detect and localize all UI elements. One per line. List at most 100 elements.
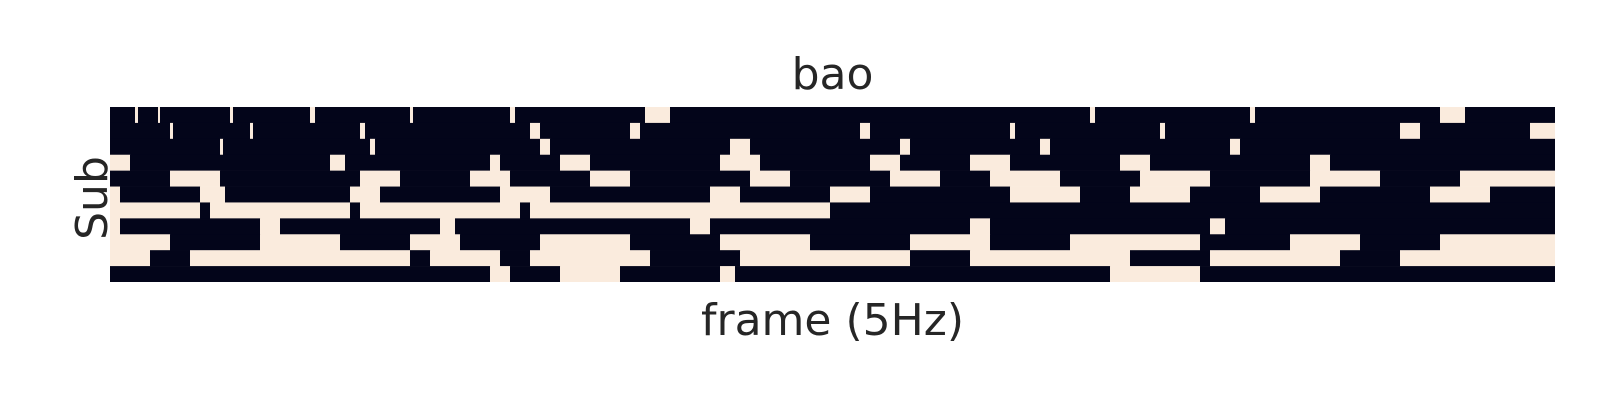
heatmap-cell <box>360 170 401 187</box>
heatmap-cell <box>130 154 331 171</box>
heatmap-cell <box>910 234 991 251</box>
heatmap-cell <box>1015 122 1161 140</box>
heatmap-cell <box>110 154 131 171</box>
heatmap-cell <box>860 122 871 140</box>
heatmap-cell <box>440 218 456 235</box>
heatmap-cell <box>530 122 541 140</box>
heatmap-cell <box>690 218 711 235</box>
heatmap-cell <box>110 170 171 187</box>
heatmap-cell <box>540 138 551 156</box>
heatmap-cell <box>720 234 811 251</box>
heatmap-row-5 <box>110 170 1555 187</box>
heatmap-cell <box>1240 138 1555 156</box>
heatmap-row-11 <box>110 266 1555 282</box>
heatmap-cell <box>500 154 561 171</box>
heatmap-cell <box>310 107 316 124</box>
heatmap-cell <box>1165 122 1401 140</box>
heatmap-cell <box>1430 186 1491 203</box>
heatmap-cell <box>365 122 531 140</box>
heatmap-cell <box>1095 107 1251 124</box>
y-axis-label: Sub <box>67 156 118 240</box>
heatmap-cell <box>345 154 491 171</box>
heatmap-row-8 <box>110 218 1555 235</box>
heatmap-cell <box>970 250 1131 267</box>
heatmap-cell <box>1320 186 1431 203</box>
heatmap-cell <box>160 107 231 124</box>
heatmap-cell <box>645 107 671 124</box>
heatmap-cell <box>1310 170 1381 187</box>
heatmap-cell <box>710 186 741 203</box>
heatmap-cell <box>1380 170 1461 187</box>
x-axis-label: frame (5Hz) <box>701 295 964 346</box>
heatmap-cell <box>1010 186 1081 203</box>
heatmap-cell <box>1190 186 1261 203</box>
heatmap-cell <box>173 122 251 140</box>
heatmap-row-1 <box>110 107 1555 124</box>
heatmap-cell <box>650 250 741 267</box>
heatmap-cell <box>1200 266 1555 282</box>
heatmap-cell <box>720 154 761 171</box>
heatmap-row-6 <box>110 186 1555 203</box>
heatmap-cell <box>470 170 511 187</box>
heatmap-cell <box>1060 170 1141 187</box>
heatmap-cell <box>510 266 561 282</box>
heatmap-cell <box>1090 107 1096 124</box>
heatmap-cell <box>220 170 361 187</box>
heatmap-cell <box>410 234 461 251</box>
heatmap-cell <box>225 186 351 203</box>
heatmap-row-10 <box>110 250 1555 267</box>
heatmap-cell <box>630 234 721 251</box>
heatmap-cell <box>490 154 501 171</box>
heatmap-cell <box>750 138 901 156</box>
heatmap-cell <box>110 122 171 140</box>
heatmap-cell <box>870 154 901 171</box>
heatmap-cell <box>1140 170 1211 187</box>
heatmap-cell <box>370 138 376 156</box>
heatmap-cell <box>720 266 736 282</box>
heatmap-cell <box>260 234 341 251</box>
heatmap-cell <box>590 154 721 171</box>
heatmap-cell <box>970 154 1011 171</box>
heatmap-row-2 <box>110 122 1555 140</box>
heatmap-cell <box>1260 186 1321 203</box>
heatmap-cell <box>510 170 591 187</box>
heatmap-cell <box>460 234 541 251</box>
heatmap-cell <box>1490 186 1555 203</box>
heatmap-cell <box>110 266 491 282</box>
heatmap-cell <box>1465 107 1555 124</box>
heatmap-cell <box>1160 122 1166 140</box>
heatmap-cell <box>1290 234 1361 251</box>
heatmap-row-4 <box>110 154 1555 171</box>
heatmap-cell <box>1130 186 1191 203</box>
heatmap-cell <box>730 138 751 156</box>
heatmap-cell <box>350 186 381 203</box>
heatmap-cell <box>360 122 366 140</box>
heatmap-cell <box>1210 170 1311 187</box>
heatmap-cell <box>870 122 1011 140</box>
heatmap-cell <box>630 170 751 187</box>
heatmap-cell <box>1400 122 1421 140</box>
heatmap-cell <box>158 107 161 124</box>
heatmap-cell <box>110 186 121 203</box>
heatmap-cell <box>1150 154 1311 171</box>
heatmap-cell <box>830 186 871 203</box>
heatmap-cell <box>1530 122 1555 140</box>
heatmap-cell <box>138 107 159 124</box>
heatmap-cell <box>1340 250 1401 267</box>
heatmap-cell <box>760 154 871 171</box>
heatmap-cell <box>510 107 516 124</box>
heatmap-cell <box>1225 218 1555 235</box>
heatmap-cell <box>1460 170 1555 187</box>
heatmap-cell <box>230 107 234 124</box>
heatmap-cell <box>280 218 441 235</box>
heatmap-cell <box>340 234 411 251</box>
heatmap-cell <box>360 202 521 219</box>
heatmap-cell <box>940 170 991 187</box>
heatmap-cell <box>1010 154 1121 171</box>
heatmap-cell <box>410 250 431 267</box>
heatmap-cell <box>253 122 361 140</box>
heatmap-cell <box>1440 107 1466 124</box>
heatmap-cell <box>410 107 414 124</box>
heatmap-cell <box>330 154 346 171</box>
heatmap-cell <box>170 122 174 140</box>
